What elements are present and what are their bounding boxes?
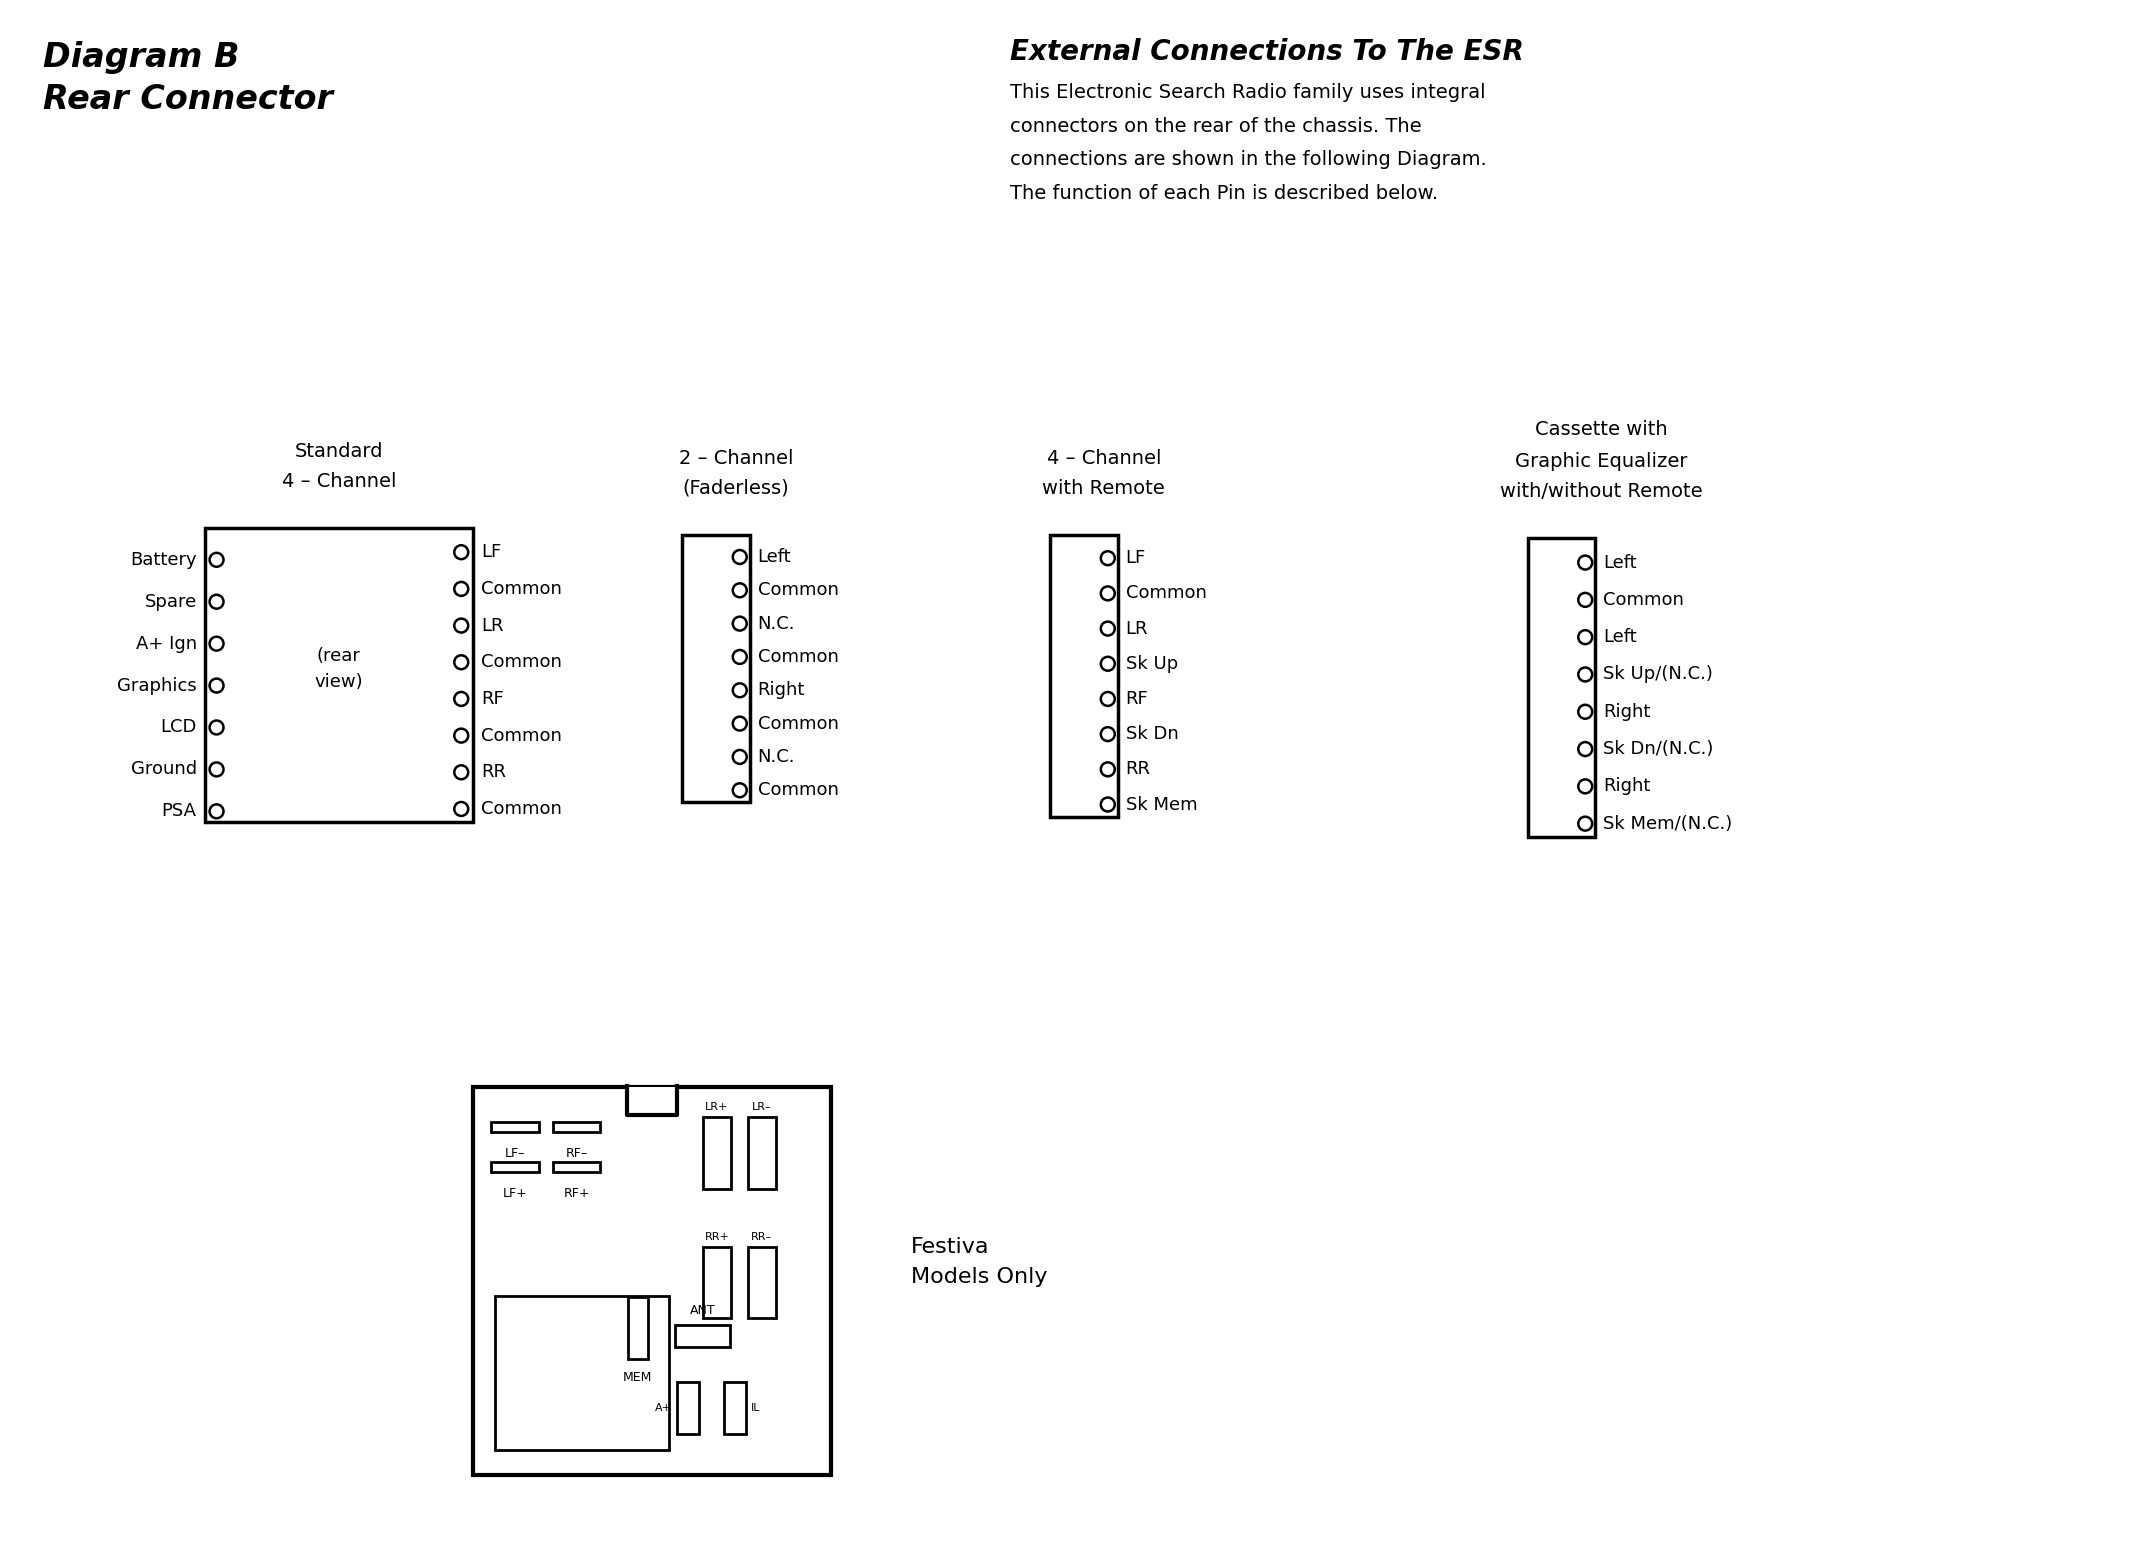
Text: LF+: LF+: [502, 1186, 527, 1200]
Text: RR+: RR+: [705, 1232, 730, 1241]
Text: Sk Mem/(N.C.): Sk Mem/(N.C.): [1603, 815, 1731, 832]
Bar: [702, 1246, 730, 1318]
Text: Sk Up/(N.C.): Sk Up/(N.C.): [1603, 666, 1712, 683]
Text: External Connections To The ESR: External Connections To The ESR: [1010, 38, 1524, 66]
Text: RR: RR: [1125, 760, 1151, 779]
Text: Common: Common: [758, 647, 839, 666]
Text: connectors on the rear of the chassis. The: connectors on the rear of the chassis. T…: [1010, 116, 1422, 136]
Text: This Electronic Search Radio family uses integral: This Electronic Search Radio family uses…: [1010, 83, 1486, 102]
Bar: [491, 1163, 538, 1172]
Text: 2 – Channel: 2 – Channel: [679, 448, 792, 467]
Text: LCD: LCD: [160, 719, 196, 736]
Text: 4 – Channel: 4 – Channel: [282, 472, 397, 490]
Bar: [628, 1297, 647, 1359]
Text: Sk Dn: Sk Dn: [1125, 726, 1179, 743]
Bar: [1527, 539, 1595, 837]
Text: LR: LR: [1125, 619, 1149, 638]
Text: with Remote: with Remote: [1042, 478, 1166, 498]
Text: RR–: RR–: [752, 1232, 773, 1241]
Text: Rear Connector: Rear Connector: [43, 83, 333, 116]
Text: LR–: LR–: [752, 1102, 771, 1113]
Bar: [491, 1122, 538, 1131]
Text: A+: A+: [655, 1402, 673, 1413]
Bar: [474, 1087, 831, 1475]
Text: Common: Common: [480, 580, 562, 599]
Text: Standard: Standard: [295, 442, 382, 461]
Text: Common: Common: [1125, 584, 1206, 602]
Text: MEM: MEM: [623, 1371, 653, 1384]
Bar: [553, 1122, 600, 1131]
Text: Battery: Battery: [130, 552, 196, 569]
Text: Cassette with: Cassette with: [1535, 420, 1667, 439]
Text: Common: Common: [480, 727, 562, 744]
Bar: [495, 1296, 668, 1451]
Text: RF: RF: [1125, 689, 1149, 708]
Text: Common: Common: [758, 715, 839, 733]
Text: connections are shown in the following Diagram.: connections are shown in the following D…: [1010, 150, 1488, 169]
Text: Sk Dn/(N.C.): Sk Dn/(N.C.): [1603, 740, 1714, 758]
Text: Graphics: Graphics: [117, 677, 196, 694]
Text: (rear
view): (rear view): [314, 647, 363, 691]
Text: Sk Up: Sk Up: [1125, 655, 1179, 672]
Text: Spare: Spare: [145, 592, 196, 611]
Text: Right: Right: [758, 682, 805, 699]
Bar: [677, 1382, 698, 1434]
Text: (Faderless): (Faderless): [683, 478, 790, 498]
Text: N.C.: N.C.: [758, 747, 794, 766]
Text: Diagram B: Diagram B: [43, 41, 239, 74]
Text: LR+: LR+: [705, 1102, 728, 1113]
Text: Right: Right: [1603, 777, 1650, 796]
Text: Left: Left: [758, 548, 792, 566]
Text: A+ Ign: A+ Ign: [135, 635, 196, 652]
Text: LF–: LF–: [504, 1147, 525, 1160]
Bar: [747, 1246, 775, 1318]
Text: LR: LR: [480, 616, 504, 635]
Text: LF: LF: [1125, 548, 1146, 567]
Text: Right: Right: [1603, 702, 1650, 721]
Text: Graphic Equalizer: Graphic Equalizer: [1516, 451, 1687, 470]
Text: Common: Common: [758, 581, 839, 599]
Text: Left: Left: [1603, 553, 1638, 572]
Text: ANT: ANT: [690, 1304, 715, 1318]
Text: Common: Common: [480, 653, 562, 671]
Text: IL: IL: [752, 1402, 760, 1413]
Bar: [553, 1163, 600, 1172]
Text: RF–: RF–: [566, 1147, 587, 1160]
Bar: [681, 536, 749, 802]
Text: Common: Common: [758, 782, 839, 799]
Text: Festiva
Models Only: Festiva Models Only: [912, 1236, 1048, 1287]
Text: RR: RR: [480, 763, 506, 782]
Text: PSA: PSA: [162, 802, 196, 820]
Bar: [1050, 536, 1119, 816]
Text: with/without Remote: with/without Remote: [1499, 481, 1702, 500]
Text: The function of each Pin is described below.: The function of each Pin is described be…: [1010, 185, 1439, 204]
Text: Common: Common: [480, 801, 562, 818]
Text: RF: RF: [480, 689, 504, 708]
Text: Common: Common: [1603, 591, 1685, 610]
Text: N.C.: N.C.: [758, 614, 794, 633]
Bar: [205, 528, 474, 821]
Text: Ground: Ground: [130, 760, 196, 779]
Text: 4 – Channel: 4 – Channel: [1046, 448, 1161, 467]
Text: RF+: RF+: [564, 1186, 589, 1200]
Bar: [702, 1117, 730, 1189]
Bar: [628, 1087, 677, 1116]
Bar: [747, 1117, 775, 1189]
Text: LF: LF: [480, 544, 502, 561]
Bar: [724, 1382, 745, 1434]
Text: Left: Left: [1603, 628, 1638, 646]
Bar: [675, 1326, 730, 1348]
Text: Sk Mem: Sk Mem: [1125, 796, 1198, 813]
